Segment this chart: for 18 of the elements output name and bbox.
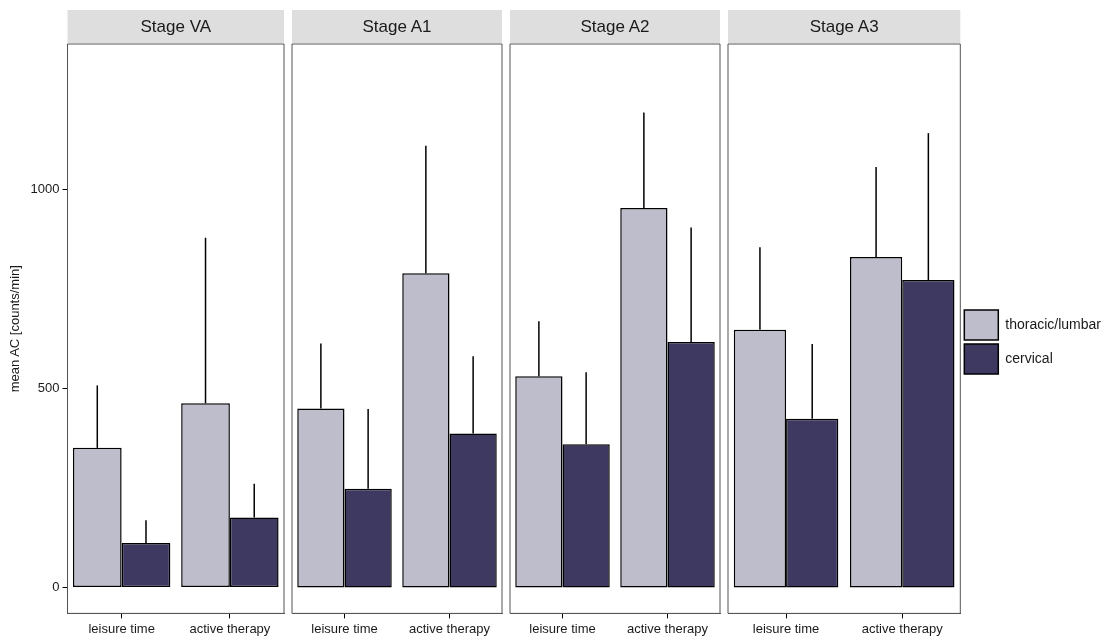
x-tick-label: leisure time — [752, 620, 820, 636]
x-tick-label: leisure time — [311, 620, 378, 636]
chart-title: Stage VA — [140, 16, 212, 36]
chart-title: Stage A1 — [362, 16, 432, 36]
chart-title: Stage A3 — [809, 16, 879, 36]
y-tick-label: 0 — [52, 579, 60, 595]
x-tick-label: active therapy — [627, 620, 709, 636]
x-tick-label: active therapy — [189, 620, 271, 636]
legend-label: thoracic/lumbar — [1005, 315, 1102, 332]
x-tick-label: active therapy — [409, 620, 491, 636]
y-axis-title: mean AC [counts/min] — [7, 265, 23, 393]
y-tick-label: 1000 — [30, 181, 60, 197]
y-tick-label: 500 — [37, 380, 60, 396]
x-tick-label: leisure time — [529, 620, 596, 636]
chart-title: Stage A2 — [580, 16, 650, 36]
x-tick-label: leisure time — [88, 620, 155, 636]
legend-label: cervical — [1005, 349, 1053, 366]
x-tick-label: active therapy — [861, 620, 944, 636]
